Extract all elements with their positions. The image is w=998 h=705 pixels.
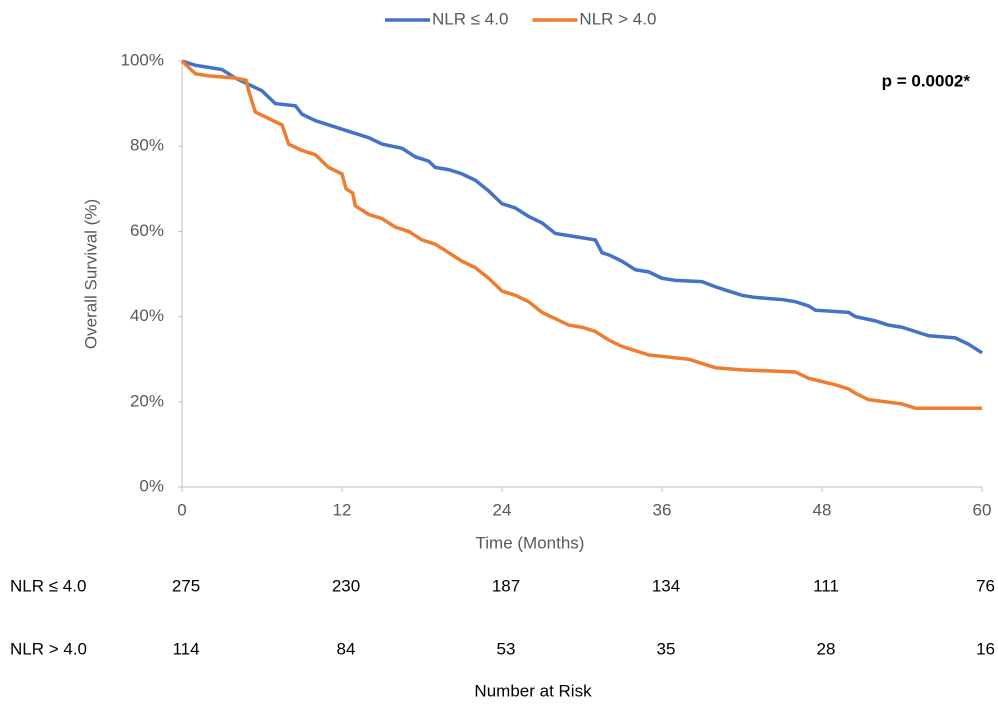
legend-label: NLR ≤ 4.0 bbox=[432, 9, 508, 28]
x-axis-title: Time (Months) bbox=[476, 533, 585, 552]
risk-count: 187 bbox=[492, 576, 520, 595]
x-tick-label: 24 bbox=[493, 500, 512, 519]
risk-count: 230 bbox=[332, 576, 360, 595]
x-tick-label: 48 bbox=[813, 500, 832, 519]
risk-count: 28 bbox=[817, 639, 836, 658]
y-tick-label: 60% bbox=[130, 221, 164, 240]
y-tick-label: 80% bbox=[130, 136, 164, 155]
y-tick-label: 20% bbox=[130, 391, 164, 410]
risk-count: 35 bbox=[657, 639, 676, 658]
y-tick-label: 0% bbox=[139, 476, 164, 495]
survival-line bbox=[180, 59, 982, 410]
risk-count: 76 bbox=[976, 576, 995, 595]
risk-table-title: Number at Risk bbox=[474, 681, 592, 700]
legend-label: NLR > 4.0 bbox=[579, 9, 656, 28]
x-tick-label: 60 bbox=[973, 500, 992, 519]
risk-count: 16 bbox=[976, 639, 995, 658]
y-tick-label: 40% bbox=[130, 306, 164, 325]
y-axis-title: Overall Survival (%) bbox=[81, 199, 100, 349]
p-value-annotation: p = 0.0002* bbox=[882, 71, 971, 90]
risk-count: 53 bbox=[497, 639, 516, 658]
risk-count: 134 bbox=[652, 576, 680, 595]
y-tick-label: 100% bbox=[121, 50, 164, 69]
risk-row-label: NLR ≤ 4.0 bbox=[10, 576, 86, 595]
risk-count: 114 bbox=[172, 639, 199, 658]
x-tick-label: 12 bbox=[333, 500, 352, 519]
risk-count: 275 bbox=[172, 576, 200, 595]
risk-count: 84 bbox=[337, 639, 356, 658]
x-tick-label: 36 bbox=[653, 500, 672, 519]
risk-count: 111 bbox=[813, 576, 839, 595]
survival-line bbox=[181, 59, 983, 355]
risk-row-label: NLR > 4.0 bbox=[10, 639, 87, 658]
x-tick-label: 0 bbox=[177, 500, 186, 519]
